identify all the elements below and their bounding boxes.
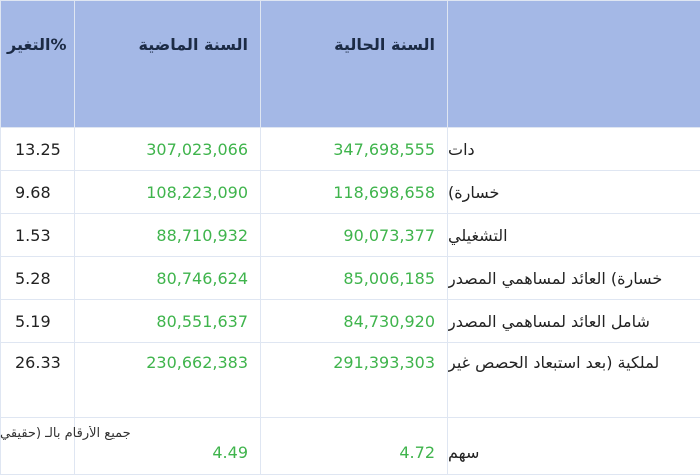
current-year-cell: 84,730,920 xyxy=(261,300,448,343)
change-cell: 13.25 xyxy=(1,128,75,171)
row-label: دات xyxy=(448,128,700,171)
current-year-cell: 85,006,185 xyxy=(261,257,448,300)
row-label: لملكية (بعد استبعاد الحصص غير xyxy=(448,343,700,418)
footnote: جميع الأرقام بالـ (حقيقي xyxy=(0,426,155,441)
header-last-year: السنة الماضية xyxy=(75,1,261,128)
row-label: شامل العائد لمساهمي المصدر xyxy=(448,300,700,343)
row-label: خسارة) العائد لمساهمي المصدر xyxy=(448,257,700,300)
row-label: التشغيلي xyxy=(448,214,700,257)
table-row: 9.68 108,223,090 118,698,658 خسارة) xyxy=(1,171,700,214)
last-year-cell: 80,551,637 xyxy=(75,300,261,343)
row-label: خسارة) xyxy=(448,171,700,214)
change-cell: 5.19 xyxy=(1,300,75,343)
last-year-cell: 230,662,383 xyxy=(75,343,261,418)
header-current-year: السنة الحالية xyxy=(261,1,448,128)
change-cell: 9.68 xyxy=(1,171,75,214)
header-change-percent: التغير% xyxy=(1,1,75,128)
current-year-cell: 347,698,555 xyxy=(261,128,448,171)
table-row: 1.53 88,710,932 90,073,377 التشغيلي xyxy=(1,214,700,257)
table-row: 13.25 307,023,066 347,698,555 دات xyxy=(1,128,700,171)
last-year-cell: 88,710,932 xyxy=(75,214,261,257)
table-row: 26.33 230,662,383 291,393,303 لملكية (بع… xyxy=(1,343,700,418)
table-row: 5.19 80,551,637 84,730,920 شامل العائد ل… xyxy=(1,300,700,343)
row-label: سهم xyxy=(448,418,700,475)
change-cell: 5.28 xyxy=(1,257,75,300)
table-header-row: التغير% السنة الماضية السنة الحالية xyxy=(1,1,700,128)
change-cell: 1.53 xyxy=(1,214,75,257)
current-year-cell: 118,698,658 xyxy=(261,171,448,214)
last-year-cell: 80,746,624 xyxy=(75,257,261,300)
change-cell: 26.33 xyxy=(1,343,75,418)
header-item xyxy=(448,1,700,128)
last-year-cell: 307,023,066 xyxy=(75,128,261,171)
current-year-cell: 4.72 xyxy=(261,418,448,475)
current-year-cell: 90,073,377 xyxy=(261,214,448,257)
current-year-cell: 291,393,303 xyxy=(261,343,448,418)
table-row: 5.28 80,746,624 85,006,185 خسارة) العائد… xyxy=(1,257,700,300)
last-year-cell: 108,223,090 xyxy=(75,171,261,214)
